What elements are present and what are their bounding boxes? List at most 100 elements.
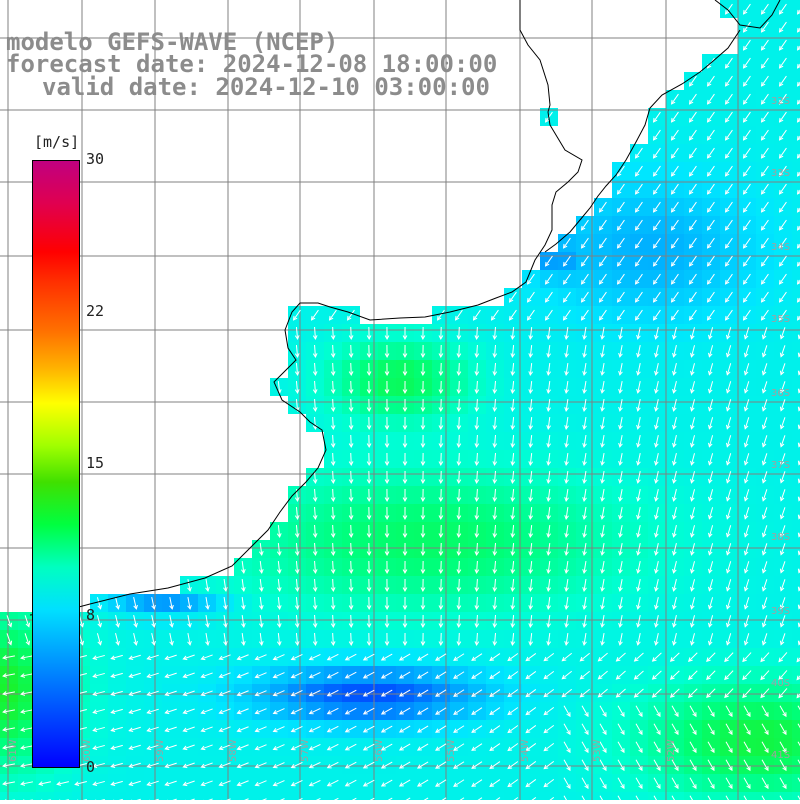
wind-cell [216, 792, 234, 800]
wind-cell [792, 126, 800, 144]
lon-label: 59W [155, 739, 166, 762]
lat-label: 36S [771, 388, 790, 399]
lat-label: 33S [771, 168, 790, 179]
wind-cell [18, 792, 36, 800]
wind-cell [72, 792, 90, 800]
wind-cell [792, 0, 800, 18]
wind-cell [792, 216, 800, 234]
colorbar-tick-0: 0 [86, 758, 95, 776]
lat-label: 37S [771, 460, 790, 471]
lat-label: 38S [771, 532, 790, 543]
wind-cell [792, 756, 800, 774]
wind-cell [54, 792, 72, 800]
wind-cell [396, 792, 414, 800]
lat-label: 41S [771, 750, 790, 761]
wind-cell [306, 792, 324, 800]
wind-cell [108, 792, 126, 800]
wind-cell [792, 738, 800, 756]
lon-label: 56W [374, 739, 385, 762]
lon-label: 61W [8, 739, 19, 762]
wind-cell [612, 792, 630, 800]
wind-cell [486, 792, 504, 800]
wind-cell [666, 792, 684, 800]
colorbar [32, 160, 80, 768]
lat-label: 34S [771, 242, 790, 253]
lat-label: 39S [771, 606, 790, 617]
wind-cell [288, 792, 306, 800]
wind-cell [792, 666, 800, 684]
wind-cell [558, 792, 576, 800]
lon-label: 55W [446, 739, 457, 762]
wind-cell [252, 792, 270, 800]
wind-cell [792, 774, 800, 792]
wind-cell [738, 792, 756, 800]
wind-cell [36, 792, 54, 800]
lat-label: 40S [771, 678, 790, 689]
wind-cell [792, 234, 800, 252]
wind-cell [324, 792, 342, 800]
wind-cell [792, 306, 800, 324]
wind-cell [270, 792, 288, 800]
wind-cell [180, 792, 198, 800]
wind-cell [594, 792, 612, 800]
wind-cell [360, 792, 378, 800]
wind-cell [648, 792, 666, 800]
lat-label: 32S [771, 96, 790, 107]
wind-cell [414, 792, 432, 800]
wind-cell [540, 792, 558, 800]
wind-cell [342, 792, 360, 800]
wind-cell [792, 198, 800, 216]
wind-cell [774, 792, 792, 800]
wind-cell [792, 90, 800, 108]
wind-cell [792, 792, 800, 800]
lon-label: 53W [592, 739, 603, 762]
wind-cell [792, 18, 800, 36]
wind-cell [144, 792, 162, 800]
wind-cell [234, 792, 252, 800]
wind-cell [378, 792, 396, 800]
wind-cell [198, 792, 216, 800]
wind-cell [702, 792, 720, 800]
lon-label: 52W [666, 739, 677, 762]
wind-cell [792, 648, 800, 666]
wind-cell [792, 72, 800, 90]
wind-cell [792, 36, 800, 54]
wind-cell [450, 792, 468, 800]
wind-cell [720, 792, 738, 800]
wind-cell [792, 720, 800, 738]
wind-cell [630, 792, 648, 800]
lat-label: 35S [771, 314, 790, 325]
wind-cell [90, 792, 108, 800]
colorbar-tick-30: 30 [86, 150, 104, 168]
wind-cell [0, 792, 18, 800]
lon-label: 58W [228, 739, 239, 762]
wind-cell [756, 792, 774, 800]
wind-cell [504, 792, 522, 800]
wind-cell [684, 792, 702, 800]
wind-cell [792, 108, 800, 126]
colorbar-tick-15: 15 [86, 454, 104, 472]
wind-cell [792, 288, 800, 306]
wind-cell [126, 792, 144, 800]
wind-cell [432, 792, 450, 800]
wind-cell [792, 684, 800, 702]
valid-date: valid date: 2024-12-10 03:00:00 [42, 75, 490, 99]
wind-cell [468, 792, 486, 800]
wind-cell [792, 702, 800, 720]
wind-cell [576, 792, 594, 800]
lon-label: 54W [520, 739, 531, 762]
colorbar-unit: [m/s] [34, 133, 79, 151]
wind-cell [792, 252, 800, 270]
wind-cell [162, 792, 180, 800]
wind-cell [792, 180, 800, 198]
wind-cell [792, 270, 800, 288]
colorbar-tick-8: 8 [86, 606, 95, 624]
wind-cell [522, 792, 540, 800]
wind-cell [792, 144, 800, 162]
lon-label: 57W [300, 739, 311, 762]
wind-cell [792, 162, 800, 180]
wind-cell [792, 54, 800, 72]
